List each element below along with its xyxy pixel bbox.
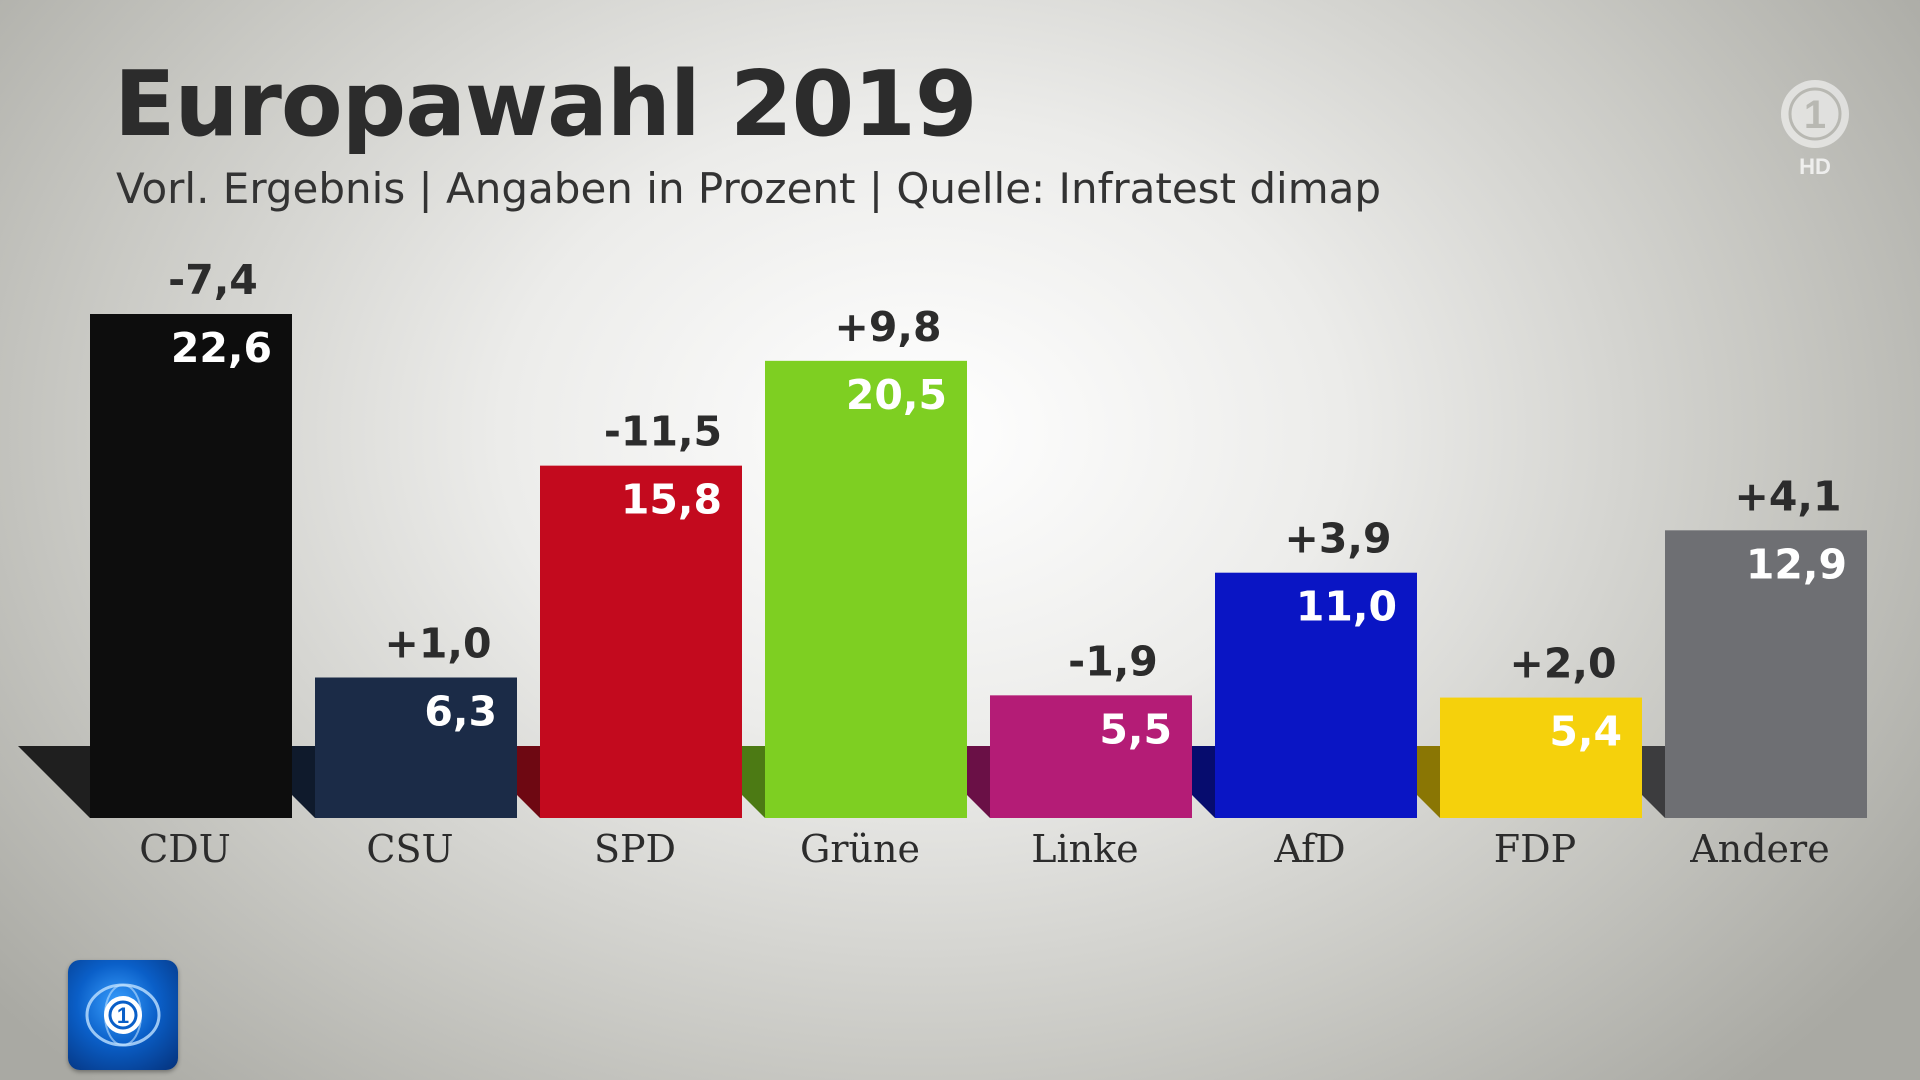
bar-csu [315,677,517,818]
das-erste-logo-icon: 1 HD [1781,80,1849,178]
value-label-afd: 11,0 [1296,583,1397,631]
change-label-afd: +3,9 [1285,515,1392,563]
bar-afd [1215,572,1417,818]
change-label-grüne: +9,8 [835,303,942,351]
value-label-fdp: 5,4 [1549,708,1622,756]
bar-linke [990,695,1192,818]
change-label-fdp: +2,0 [1510,640,1617,688]
value-label-andere: 12,9 [1746,540,1847,588]
value-label-linke: 5,5 [1099,705,1172,753]
bar-grüne [765,360,967,818]
value-label-csu: 6,3 [424,688,497,736]
chart-title: Europawahl 2019 [114,52,978,157]
bar-andere [1665,530,1867,818]
category-label-fdp: FDP [1494,827,1576,871]
category-label-cdu: CDU [139,827,231,871]
bar-spd [540,465,742,818]
change-label-cdu: -7,4 [168,256,258,304]
category-label-linke: Linke [1031,827,1138,871]
category-label-csu: CSU [366,827,453,871]
value-label-spd: 15,8 [621,476,722,524]
category-label-spd: SPD [594,827,676,871]
tagesschau-one-label: 1 [117,1003,129,1028]
change-label-csu: +1,0 [385,620,492,668]
change-label-spd: -11,5 [604,408,722,456]
category-label-andere: Andere [1689,827,1829,871]
bar-cdu [90,314,292,818]
change-label-andere: +4,1 [1735,472,1842,520]
chart-subtitle: Vorl. Ergebnis | Angaben in Prozent | Qu… [116,164,1382,213]
channel-number: 1 [1804,93,1826,137]
bar-fdp [1440,697,1642,818]
category-label-afd: AfD [1273,827,1345,871]
category-label-grüne: Grüne [800,827,920,871]
hd-label: HD [1799,154,1831,178]
value-label-grüne: 20,5 [846,371,947,419]
tagesschau-logo-icon: 1 [68,960,178,1070]
value-label-cdu: 22,6 [171,324,272,372]
change-label-linke: -1,9 [1068,637,1158,685]
